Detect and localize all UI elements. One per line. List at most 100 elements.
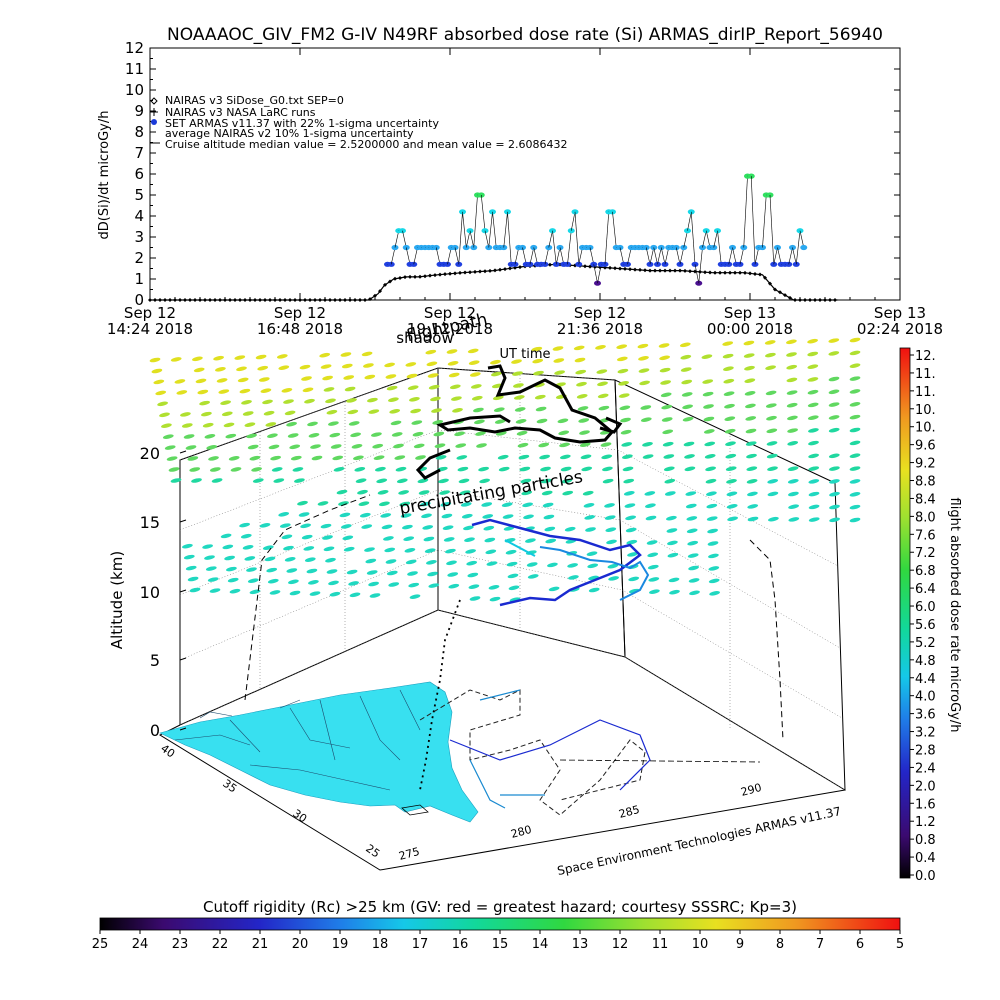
armas-connector: [578, 247, 583, 265]
precip-ellipse: [681, 392, 693, 397]
nairas-point: [173, 298, 177, 302]
armas-connector: [795, 230, 801, 265]
nairas-point: [303, 298, 307, 302]
precip-ellipse: [508, 585, 520, 591]
precip-ellipse: [294, 478, 305, 483]
precip-ellipse: [263, 410, 275, 416]
precip-ellipse: [502, 514, 514, 519]
precip-ellipse: [849, 479, 861, 484]
precip-ellipse: [705, 466, 716, 472]
nairas-point: [613, 266, 617, 271]
nairas-point: [503, 267, 507, 272]
nairas-point: [308, 298, 312, 302]
precip-ellipse: [289, 444, 301, 450]
precip-ellipse: [249, 455, 261, 461]
precip-ellipse: [807, 389, 819, 395]
precip-ellipse: [704, 454, 716, 459]
precip-ellipse: [367, 397, 378, 403]
shadow-track: [419, 689, 646, 816]
nairas-point: [448, 271, 452, 276]
precip-ellipse: [747, 504, 759, 509]
precip-ellipse: [438, 478, 449, 484]
z-tick-label: 0: [150, 721, 160, 740]
precip-ellipse: [368, 581, 379, 587]
armas-connector: [548, 230, 553, 248]
precip-ellipse: [149, 357, 161, 363]
top-y-axis-label: dD(Si)/dt microGy/h: [97, 111, 112, 240]
nairas-point: [378, 289, 382, 294]
precip-ellipse: [515, 419, 527, 424]
legend-item: NAIRAS v3 SiDose_G0.txt SEP=0: [165, 94, 344, 107]
grid-line: [624, 656, 846, 791]
precip-ellipse: [185, 565, 197, 571]
nairas-point: [188, 298, 192, 302]
precip-ellipse: [723, 391, 735, 396]
nairas-point: [458, 270, 462, 275]
precip-ellipse: [286, 568, 298, 573]
nairas-point: [163, 298, 167, 302]
precip-ellipse: [320, 523, 332, 529]
nairas-point: [673, 268, 677, 273]
precip-ellipse: [209, 467, 221, 472]
precip-ellipse: [575, 369, 587, 375]
precip-ellipse: [602, 478, 614, 484]
nairas-point: [813, 298, 817, 302]
precip-ellipse: [286, 421, 297, 427]
armas-connector: [732, 247, 737, 265]
nairas-point: [333, 298, 337, 302]
precip-ellipse: [808, 479, 820, 484]
precip-ellipse: [512, 371, 523, 376]
precip-ellipse: [273, 478, 285, 483]
precip-ellipse: [168, 467, 180, 472]
y-tick-label: 5: [134, 186, 144, 204]
precip-ellipse: [322, 535, 333, 540]
armas-point: [702, 228, 710, 234]
precip-ellipse: [259, 523, 271, 528]
nairas-point: [463, 270, 467, 275]
armas-connector: [435, 247, 441, 265]
lon-tick-label: 275: [397, 845, 421, 863]
precip-ellipse: [596, 369, 608, 374]
precip-ellipse: [339, 512, 351, 518]
precip-ellipse: [645, 515, 657, 521]
precip-ellipse: [503, 526, 515, 531]
precip-ellipse: [708, 553, 719, 559]
precip-ellipse: [808, 440, 819, 446]
precip-ellipse: [637, 343, 649, 349]
precip-ellipse: [525, 538, 536, 543]
precip-ellipse: [663, 466, 675, 472]
precip-ellipse: [829, 491, 840, 497]
precip-ellipse: [446, 349, 458, 354]
precip-ellipse: [514, 407, 526, 412]
armas-connector: [690, 211, 696, 265]
nairas-point: [733, 270, 737, 275]
armas-connector: [773, 247, 778, 265]
precip-ellipse: [745, 403, 756, 409]
precip-ellipse: [467, 348, 479, 354]
precip-ellipse: [535, 406, 547, 412]
nairas-point: [328, 298, 332, 302]
precip-ellipse: [849, 414, 861, 420]
precip-ellipse: [534, 394, 546, 400]
precip-ellipse: [348, 421, 360, 426]
precip-ellipse: [682, 404, 693, 410]
nairas-point: [703, 270, 707, 275]
nairas-point: [748, 271, 752, 276]
armas-point: [504, 209, 511, 215]
nairas-point: [668, 268, 672, 273]
precip-ellipse: [685, 491, 697, 496]
armas-point: [571, 209, 579, 215]
x-tick-label: Sep 12: [424, 304, 476, 322]
precip-ellipse: [724, 416, 736, 421]
nairas-point: [783, 293, 787, 298]
precip-ellipse: [348, 581, 359, 586]
nairas-point: [313, 298, 317, 302]
precip-ellipse: [724, 428, 736, 434]
nairas-point: [468, 270, 472, 275]
precip-ellipse: [562, 490, 574, 496]
lon-tick-label: 285: [617, 803, 641, 821]
armas-connector: [529, 247, 535, 265]
nairas-point: [628, 267, 632, 272]
precip-ellipse: [155, 390, 167, 396]
armas-connector: [612, 211, 617, 248]
